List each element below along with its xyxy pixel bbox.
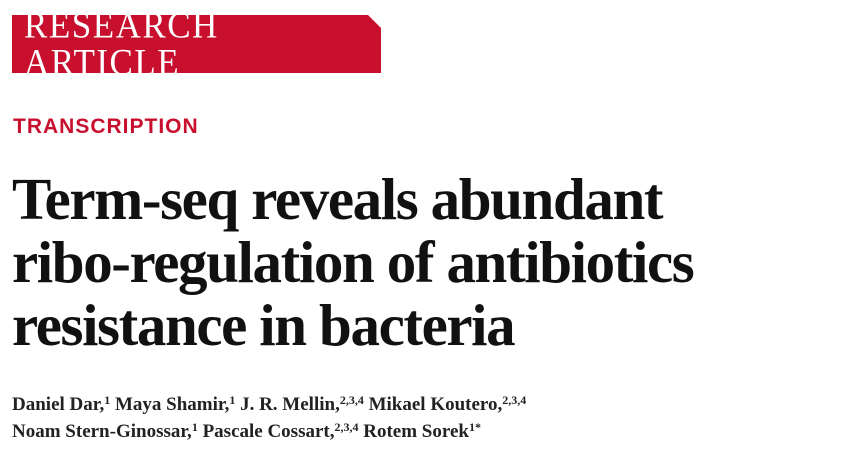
section-label: TRANSCRIPTION [13,115,199,138]
author[interactable]: Mikael Koutero,2,3,4 [369,394,527,415]
title-line: resistance in bacteria [12,292,516,358]
author[interactable]: Noam Stern-Ginossar,1 [12,421,198,442]
author-line: Daniel Dar,1 Maya Shamir,1 J. R. Mellin,… [12,391,852,418]
author[interactable]: Daniel Dar,1 [12,394,110,415]
author-name: Rotem Sorek [363,421,469,442]
author-name: Maya Shamir, [114,394,230,415]
author-name: Noam Stern-Ginossar, [12,421,192,442]
author-affiliation: 2,3,4 [339,393,364,407]
author[interactable]: Rotem Sorek1* [363,421,481,442]
author-affiliation: 1* [468,420,481,434]
author-name: Daniel Dar, [12,394,105,415]
title-line: ribo-regulation of antibiotics [12,229,695,295]
article-type-banner: RESEARCH ARTICLE [12,15,381,73]
author[interactable]: Pascale Cossart,2,3,4 [203,421,359,442]
author-affiliation: 2,3,4 [502,393,527,407]
author-name: Pascale Cossart, [202,421,335,442]
author[interactable]: Maya Shamir,1 [115,394,235,415]
author-name: J. R. Mellin, [240,394,340,415]
author-affiliation: 1 [229,393,236,407]
author-affiliation: 2,3,4 [334,420,359,434]
article-title: Term-seq reveals abundant ribo-regulatio… [12,168,852,357]
author-affiliation: 1 [191,420,198,434]
author-affiliation: 1 [104,393,111,407]
author-name: Mikael Koutero, [368,394,503,415]
title-line: Term-seq reveals abundant [12,166,664,232]
author-list: Daniel Dar,1 Maya Shamir,1 J. R. Mellin,… [12,391,852,445]
author[interactable]: J. R. Mellin,2,3,4 [240,394,364,415]
article-type-label: RESEARCH ARTICLE [24,5,219,83]
author-line: Noam Stern-Ginossar,1 Pascale Cossart,2,… [12,418,852,445]
